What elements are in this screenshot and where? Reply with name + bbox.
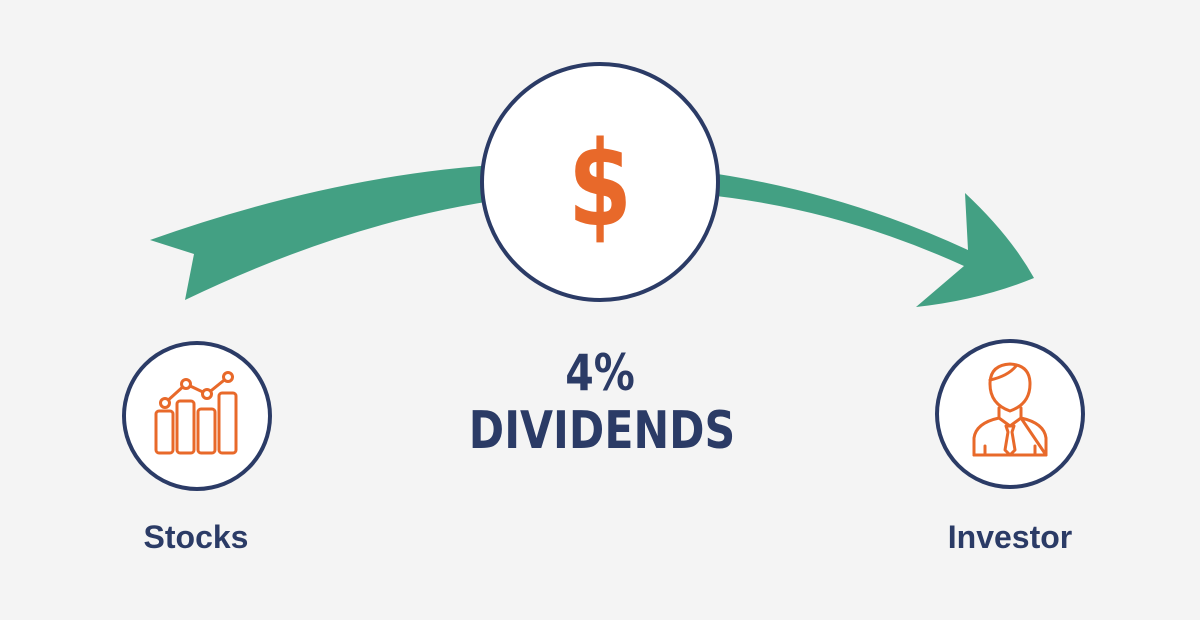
dollar-icon: $: [567, 115, 633, 253]
curved-arrow: [150, 162, 1034, 307]
businessman-icon: [972, 362, 1048, 457]
stocks-node: [122, 341, 272, 491]
bar-chart-trend-icon: [154, 371, 238, 455]
dividend-rate-block: 4% DIVIDENDS: [468, 344, 736, 462]
dividends-label: DIVIDENDS: [468, 401, 736, 461]
dividend-node: [480, 62, 720, 302]
investor-label: Investor: [947, 519, 1073, 555]
stocks-label: Stocks: [143, 519, 249, 555]
dividend-rate: 4%: [565, 344, 635, 402]
investor-node: [935, 339, 1085, 489]
dividend-circle: [480, 62, 720, 302]
